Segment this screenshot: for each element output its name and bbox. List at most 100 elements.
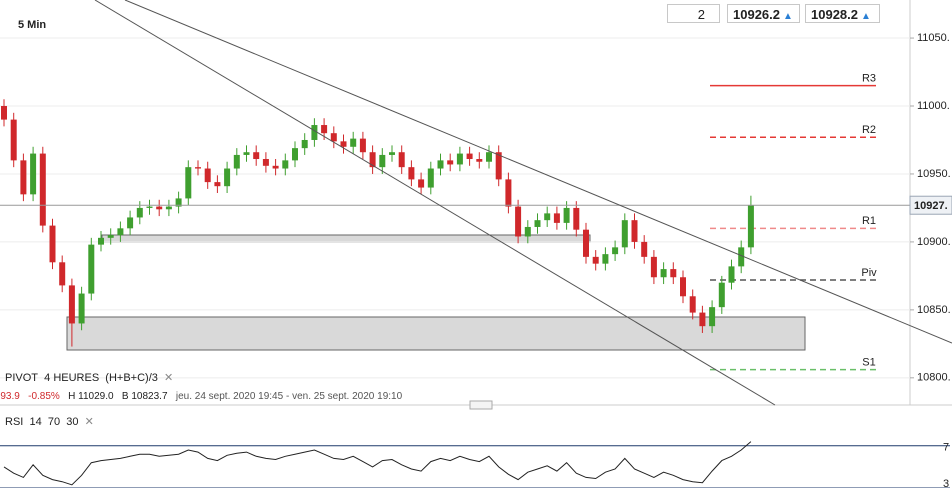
- candle-body: [292, 148, 298, 161]
- candle-body: [563, 207, 570, 223]
- y-tick-label: 10850.: [917, 304, 951, 316]
- close-button[interactable]: ✕: [164, 372, 174, 384]
- candle-body: [10, 119, 17, 161]
- low: B 10823.7: [121, 391, 168, 402]
- pivot-label: R3: [862, 73, 876, 85]
- candle-body: [738, 247, 745, 267]
- chart-title: 5 Min: [18, 19, 46, 31]
- rsi-name: RSI: [5, 416, 24, 428]
- candle-body: [641, 241, 648, 257]
- candle-body: [680, 277, 686, 297]
- info-line: -93.9 -0.85% H 11029.0 B 10823.7 jeu. 24…: [0, 391, 402, 402]
- last-price-box: [909, 195, 952, 215]
- candle-body: [88, 244, 95, 294]
- candle-body: [621, 220, 628, 248]
- candle-body: [534, 220, 541, 227]
- candle-body: [408, 167, 415, 180]
- candle-body: [476, 159, 483, 162]
- quantity: 2: [697, 7, 705, 22]
- rsi-param: 70: [47, 416, 61, 428]
- candle-body: [30, 153, 37, 195]
- candle-body: [224, 168, 231, 187]
- y-tick-label: 3: [943, 478, 949, 488]
- candle-body: [505, 179, 512, 207]
- ask-button[interactable]: 10928.2 ▲: [805, 4, 880, 23]
- candle-body: [107, 235, 114, 238]
- quantity-input[interactable]: 2: [667, 4, 720, 23]
- pivot-legend: PIVOT 4 HEURES (H+B+C)/3 ✕: [5, 371, 173, 384]
- candle-body: [573, 207, 580, 230]
- y-tick-label: 11050.: [917, 32, 950, 44]
- y-tick-label: 10800.: [917, 372, 951, 384]
- bid-button[interactable]: 10926.2 ▲: [727, 4, 800, 23]
- rsi-param: 30: [66, 416, 79, 428]
- rsi-legend: RSI 14 70 30 ✕: [5, 415, 94, 428]
- pivot-label: R1: [862, 215, 876, 227]
- resize-grip[interactable]: [469, 400, 493, 410]
- candle-body: [602, 254, 609, 264]
- candle-body: [282, 160, 289, 169]
- candle-body: [146, 206, 153, 208]
- candle-body: [427, 168, 434, 188]
- candle-body: [660, 269, 667, 278]
- candle-body: [515, 206, 522, 237]
- candle-body: [340, 141, 347, 147]
- candle-body: [544, 213, 551, 221]
- candle-body: [670, 269, 677, 278]
- candle-body: [350, 138, 357, 147]
- candle-body: [583, 229, 589, 257]
- y-tick-label: 7: [943, 442, 949, 454]
- candle-body: [156, 206, 163, 210]
- close-button[interactable]: ✕: [84, 416, 94, 428]
- candle-body: [262, 159, 269, 166]
- indicator-name: PIVOT: [5, 372, 39, 384]
- candle-body: [127, 217, 134, 229]
- candle-body: [718, 282, 725, 308]
- candle-body: [456, 153, 463, 165]
- y-tick-label: 11000.: [917, 100, 950, 112]
- candle-body: [195, 167, 201, 169]
- high: H 11029.0: [68, 391, 114, 402]
- candle-body: [486, 152, 492, 162]
- candle-body: [243, 152, 250, 155]
- last-price-label: 10927.: [914, 200, 948, 212]
- candle-body: [78, 293, 85, 324]
- candle-body: [49, 225, 56, 263]
- candle-body: [612, 247, 619, 255]
- change: -93.9: [0, 391, 20, 402]
- candle-body: [59, 262, 66, 286]
- candle-body: [117, 228, 124, 236]
- candle-body: [98, 237, 104, 245]
- zone: [66, 316, 806, 351]
- bid-price: 10926.2: [733, 7, 780, 22]
- ask-price: 10928.2: [811, 7, 858, 22]
- indicator-formula: (H+B+C)/3: [105, 372, 158, 384]
- pivot-label: S1: [862, 357, 875, 369]
- candle-body: [1, 106, 7, 120]
- candle-body: [136, 207, 143, 218]
- y-tick-label: 10950.: [917, 168, 951, 180]
- candle-body: [214, 182, 221, 187]
- candle-body: [301, 139, 308, 149]
- pivot-label: Piv: [861, 267, 877, 279]
- date-range: jeu. 24 sept. 2020 19:45 - ven. 25 sept.…: [175, 391, 403, 402]
- trend-line: [124, 0, 952, 344]
- y-tick-label: 10900.: [917, 236, 951, 248]
- candle-body: [20, 160, 27, 195]
- pivot-label: R2: [862, 124, 876, 136]
- candle-body: [447, 160, 454, 165]
- candle-body: [437, 160, 444, 169]
- candle-body: [699, 312, 706, 327]
- change-percent: -0.85%: [28, 391, 60, 402]
- candle-body: [204, 168, 211, 183]
- candle-body: [495, 152, 502, 180]
- candle-body: [689, 296, 696, 313]
- indicator-period: 4 HEURES: [44, 372, 100, 384]
- candle-body: [466, 153, 473, 160]
- candle-body: [379, 154, 386, 168]
- candle-body: [185, 167, 192, 199]
- rsi-line: [3, 441, 752, 486]
- trend-line: [94, 0, 776, 406]
- candle-body: [524, 226, 531, 237]
